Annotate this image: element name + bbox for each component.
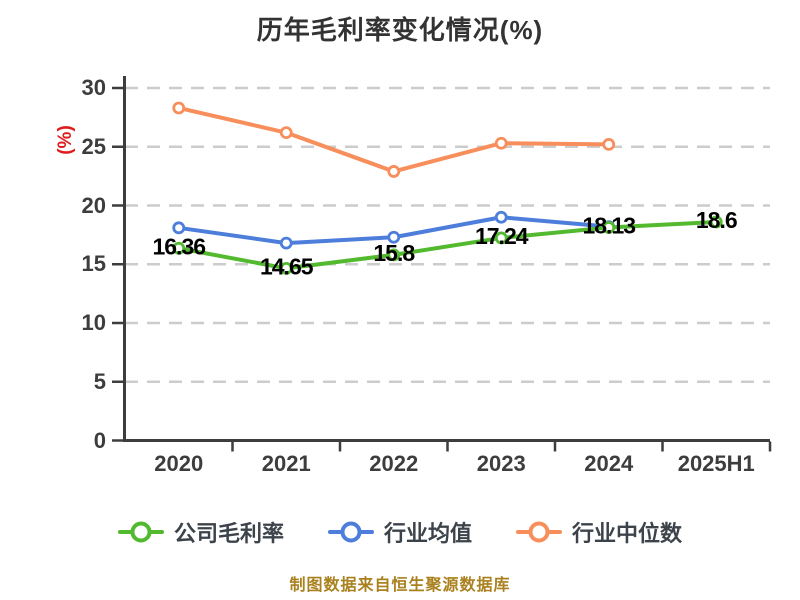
data-point-industry-average-2020 (172, 221, 186, 235)
x-tick-label-2022: 2022 (369, 451, 419, 476)
y-tick-label-25: 25 (81, 133, 106, 159)
legend: 公司毛利率 行业均值 行业中位数 (0, 516, 800, 548)
legend-marker-circle (340, 521, 362, 543)
x-tick-label-2023: 2023 (476, 451, 526, 476)
x-tick-label-2024: 2024 (584, 451, 634, 476)
x-tick-label-2025H1: 2025H1 (677, 451, 755, 476)
data-point-company-gross-margin-2023 (494, 231, 508, 245)
y-tick-label-5: 5 (93, 368, 106, 394)
data-point-industry-average-2023 (494, 210, 508, 224)
legend-marker-industry-median (516, 521, 562, 543)
data-label-company-gross-margin-2024: 18.13 (582, 212, 635, 238)
data-label-company-gross-margin-2023: 17.24 (475, 223, 529, 249)
legend-marker-circle (130, 521, 152, 543)
data-point-company-gross-margin-2024 (602, 221, 616, 234)
data-point-company-gross-margin-2020 (172, 241, 186, 255)
y-tick-label-30: 30 (81, 75, 106, 100)
data-point-industry-median-2023 (494, 136, 508, 150)
data-point-industry-average-2022 (387, 230, 401, 244)
series-line-industry-median (176, 105, 611, 174)
data-label-company-gross-margin-2021: 14.65 (260, 253, 314, 279)
x-tick-label-2021: 2021 (261, 451, 311, 476)
data-label-company-gross-margin-2022: 15.8 (373, 240, 415, 266)
y-tick-label-10: 10 (81, 310, 106, 335)
legend-item-industry-average[interactable]: 行业均值 (327, 516, 472, 548)
legend-marker-circle (528, 521, 550, 543)
legend-label-industry-median: 行业中位数 (572, 521, 683, 546)
series-line-company-gross-margin (176, 219, 719, 271)
legend-marker-company-gross-margin (117, 521, 164, 543)
legend-item-company-gross-margin[interactable]: 公司毛利率 (117, 516, 284, 548)
y-tick-label-20: 20 (81, 192, 106, 218)
data-point-company-gross-margin-2021 (279, 261, 293, 275)
data-point-industry-median-2021 (279, 126, 293, 140)
x-tick-label-2020: 2020 (154, 451, 204, 476)
legend-label-company-gross-margin: 公司毛利率 (173, 521, 284, 546)
data-point-industry-average-2021 (279, 236, 293, 250)
data-point-industry-median-2024 (602, 137, 616, 151)
legend-item-industry-median[interactable]: 行业中位数 (516, 516, 682, 548)
y-tick-label-15: 15 (81, 251, 106, 277)
data-label-company-gross-margin-2025H1: 18.6 (696, 207, 737, 233)
data-point-industry-median-2020 (172, 101, 186, 115)
data-source-note: 制图数据来自恒生聚源数据库 (289, 577, 511, 594)
data-label-company-gross-margin-2020: 16.36 (152, 233, 205, 259)
data-point-company-gross-margin-2025H1 (709, 215, 723, 229)
legend-label-industry-average: 行业均值 (383, 521, 472, 546)
data-point-company-gross-margin-2022 (387, 248, 401, 262)
data-point-industry-median-2022 (387, 165, 401, 178)
chart-title: 历年毛利率变化情况(%) (256, 15, 544, 45)
legend-marker-industry-average (327, 521, 374, 543)
y-tick-label-0: 0 (93, 427, 106, 453)
